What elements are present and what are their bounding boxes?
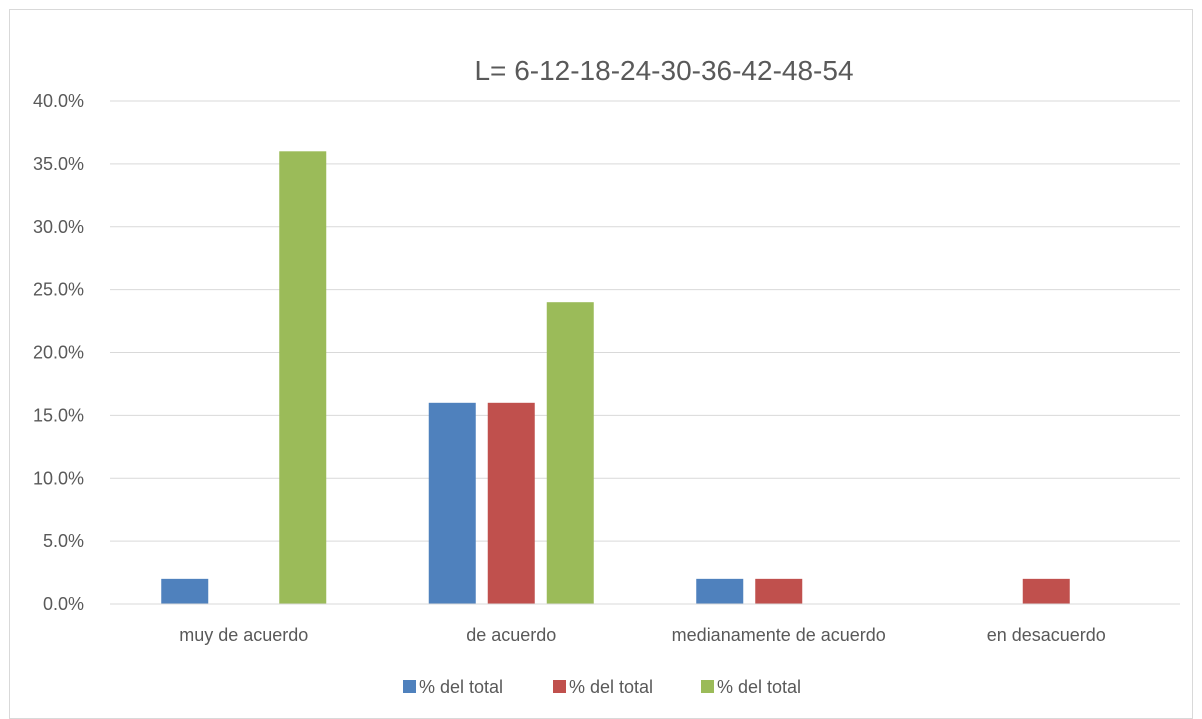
y-tick-label: 5.0%	[43, 531, 84, 551]
bar	[696, 578, 744, 604]
bar	[279, 151, 327, 605]
bar	[428, 402, 476, 604]
y-tick-label: 10.0%	[33, 468, 84, 488]
legend-swatch	[403, 680, 416, 693]
y-tick-label: 20.0%	[33, 343, 84, 363]
bar	[1022, 578, 1070, 604]
bars	[161, 151, 1070, 605]
y-axis-ticks: 0.0% 5.0% 10.0% 15.0% 20.0% 25.0% 30.0% 35.0% 40…	[33, 91, 84, 614]
category-label: medianamente de acuerdo	[672, 625, 886, 645]
y-tick-label: 40.0%	[33, 91, 84, 111]
legend-swatch	[701, 680, 714, 693]
bar	[755, 578, 803, 604]
y-tick-label: 15.0%	[33, 405, 84, 425]
legend-label: % del total	[717, 677, 801, 697]
legend: % del total % del total % del total	[403, 677, 801, 697]
bar	[161, 578, 209, 604]
y-tick-label: 30.0%	[33, 217, 84, 237]
category-label: de acuerdo	[466, 625, 556, 645]
legend-label: % del total	[569, 677, 653, 697]
category-label: en desacuerdo	[987, 625, 1106, 645]
gridlines	[110, 100, 1180, 542]
legend-label: % del total	[419, 677, 503, 697]
bar	[487, 402, 535, 604]
category-label: muy de acuerdo	[179, 625, 308, 645]
bar	[546, 302, 594, 604]
y-tick-label: 0.0%	[43, 594, 84, 614]
y-tick-label: 25.0%	[33, 280, 84, 300]
chart-title: L= 6-12-18-24-30-36-42-48-54	[474, 55, 853, 86]
category-labels: muy de acuerdo de acuerdo medianamente de …	[179, 625, 1106, 645]
y-tick-label: 35.0%	[33, 154, 84, 174]
legend-swatch	[553, 680, 566, 693]
